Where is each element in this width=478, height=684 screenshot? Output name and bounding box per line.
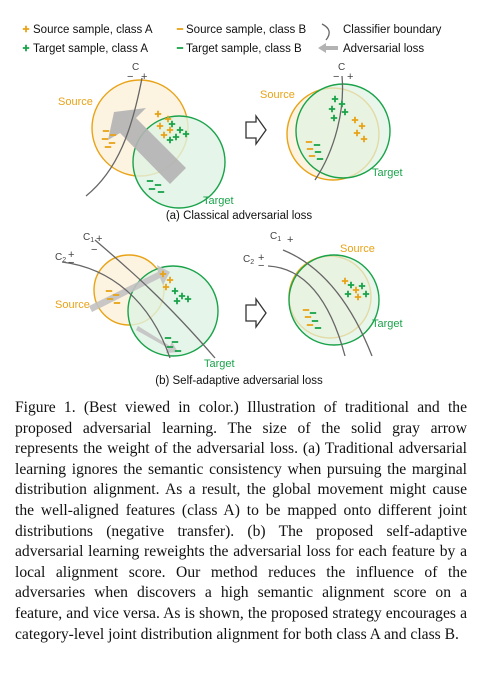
classifier-label: C xyxy=(338,62,345,73)
classifier-plus-sign: + xyxy=(347,71,353,83)
legend-source-class-b: Source sample, class B xyxy=(175,24,306,36)
transition-arrow-icon xyxy=(245,296,267,330)
target-label: Target xyxy=(372,167,403,179)
classifier-minus-sign: − xyxy=(333,71,339,83)
legend-adv-loss-label: Adversarial loss xyxy=(343,43,424,55)
source-label: Source xyxy=(58,96,93,108)
legend-source-a-label: Source sample, class A xyxy=(33,24,153,36)
c2-minus-sign: − xyxy=(68,257,74,269)
legend-source-b-label: Source sample, class B xyxy=(186,24,306,36)
adversarial-loss-arrow xyxy=(108,108,186,184)
classifier-boundary xyxy=(314,75,344,181)
legend: Source sample, class A Source sample, cl… xyxy=(21,23,442,55)
panel-a-after: C − + Source Target xyxy=(260,62,403,181)
source-label: Source xyxy=(55,299,90,311)
target-label: Target xyxy=(204,358,235,370)
figure-diagram: Source sample, class A Source sample, cl… xyxy=(21,23,442,387)
legend-adversarial-loss: Adversarial loss xyxy=(318,43,424,55)
legend-target-class-b: Target sample, class B xyxy=(175,43,302,55)
c2-plus-sign: + xyxy=(68,249,74,261)
classifier-boundary-c2 xyxy=(267,265,346,357)
c2-label: C2 xyxy=(243,254,254,266)
target-distribution xyxy=(288,254,380,346)
figure-caption: Figure 1. (Best viewed in color.) Illust… xyxy=(15,399,467,643)
source-label: Source xyxy=(260,89,295,101)
legend-target-a-label: Target sample, class A xyxy=(33,43,148,55)
legend-source-class-a: Source sample, class A xyxy=(21,24,153,36)
transition-arrow-icon xyxy=(245,113,267,147)
panel-b-before: C1 + − C2 + − Source Target xyxy=(55,232,235,370)
c2-minus-sign: − xyxy=(258,260,264,272)
target-distribution xyxy=(295,83,391,179)
legend-target-class-a: Target sample, class A xyxy=(21,43,148,55)
classifier-boundary-c2 xyxy=(61,261,171,359)
legend-classifier-label: Classifier boundary xyxy=(343,24,442,36)
c1-label: C1 xyxy=(83,232,94,244)
source-label: Source xyxy=(340,243,375,255)
legend-target-b-label: Target sample, class B xyxy=(186,43,302,55)
boundary-curve-icon xyxy=(321,23,330,41)
panel-a-before: C − + Source Target xyxy=(58,62,234,209)
classifier-label: C xyxy=(132,62,139,73)
gray-arrow-icon xyxy=(318,43,338,53)
legend-classifier-boundary: Classifier boundary xyxy=(321,23,442,41)
panel-b-caption: (b) Self-adaptive adversarial loss xyxy=(155,375,323,387)
adversarial-loss-arrow-large xyxy=(89,265,170,312)
target-distribution xyxy=(127,265,219,357)
classifier-plus-sign: + xyxy=(141,71,147,83)
c1-label: C1 xyxy=(270,231,281,243)
target-label: Target xyxy=(203,195,234,207)
panel-b-after: C1 + C2 + − Source Target xyxy=(243,231,403,357)
target-label: Target xyxy=(372,318,403,330)
c1-plus-sign: + xyxy=(287,234,293,246)
classifier-minus-sign: − xyxy=(127,71,133,83)
c2-plus-sign: + xyxy=(258,252,264,264)
classifier-boundary xyxy=(85,77,143,197)
panel-a-caption: (a) Classical adversarial loss xyxy=(166,210,313,222)
classifier-boundary-c1 xyxy=(94,239,216,359)
c1-minus-sign: − xyxy=(91,244,97,256)
c1-plus-sign: + xyxy=(96,233,102,245)
c2-label: C2 xyxy=(55,252,66,264)
classifier-boundary-c1 xyxy=(282,249,373,357)
